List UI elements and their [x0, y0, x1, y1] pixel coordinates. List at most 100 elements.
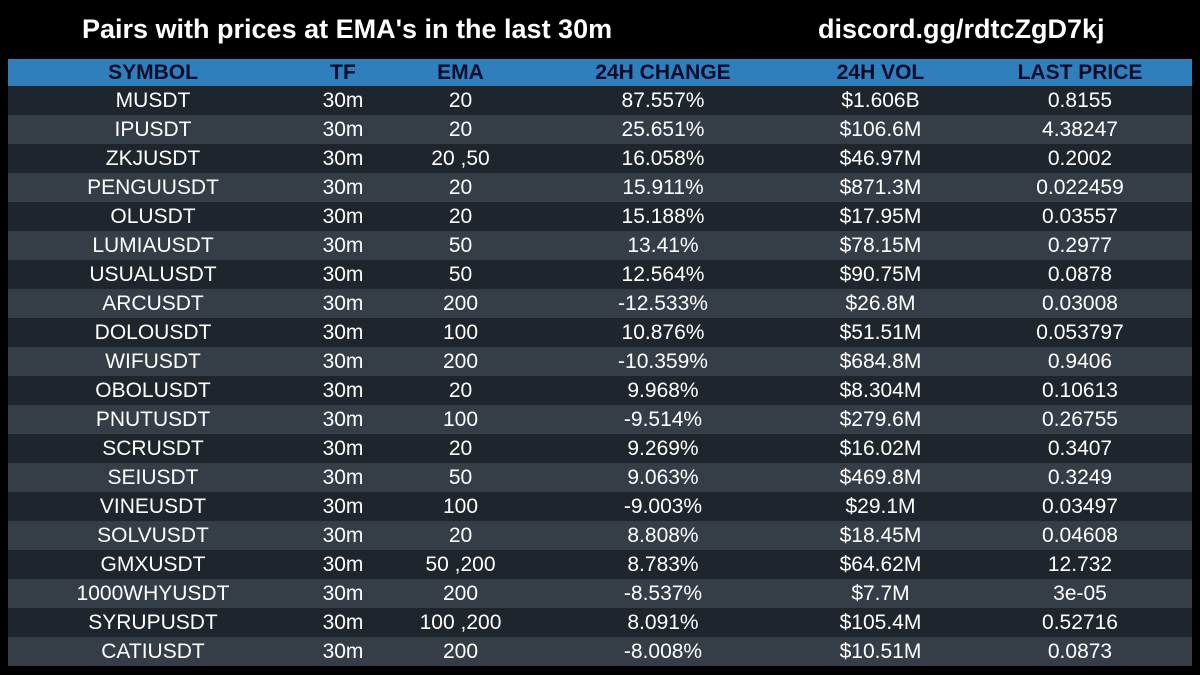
symbol-cell: CATIUSDT	[101, 639, 205, 663]
header-bar: Pairs with prices at EMA's in the last 3…	[0, 0, 1200, 58]
table-row[interactable]: IPUSDT 30m 20 25.651% $106.6M 4.38247	[8, 115, 1192, 144]
volume-cell: $17.95M	[839, 204, 922, 228]
volume-cell: $279.6M	[839, 407, 922, 431]
change-cell: 8.783%	[627, 552, 699, 576]
ema-cell: 200	[442, 639, 479, 663]
ema-cell: 20	[448, 204, 473, 228]
price-cell: 0.2002	[1047, 146, 1113, 170]
tf-cell: 30m	[322, 88, 364, 112]
table-row[interactable]: SYRUPUSDT 30m 100 ,200 8.091% $105.4M 0.52716	[8, 608, 1192, 637]
ema-cell: 50	[448, 233, 473, 257]
price-cell: 12.732	[1047, 552, 1113, 576]
price-cell: 0.03008	[1042, 291, 1118, 315]
column-header-tf[interactable]: TF	[330, 60, 356, 84]
change-cell: 87.557%	[621, 88, 705, 112]
price-cell: 0.0878	[1047, 262, 1113, 286]
price-cell: 0.52716	[1042, 610, 1118, 634]
tf-cell: 30m	[322, 523, 364, 547]
price-cell: 0.9406	[1047, 349, 1113, 373]
column-header-ema[interactable]: EMA	[437, 60, 484, 84]
price-cell: 0.03497	[1042, 494, 1118, 518]
ema-cell: 100	[442, 320, 479, 344]
table-row[interactable]: 1000WHYUSDT 30m 200 -8.537% $7.7M 3e-05	[8, 579, 1192, 608]
table-row[interactable]: SCRUSDT 30m 20 9.269% $16.02M 0.3407	[8, 434, 1192, 463]
change-cell: -10.359%	[618, 349, 708, 373]
tf-cell: 30m	[322, 349, 364, 373]
table-row[interactable]: ZKJUSDT 30m 20 ,50 16.058% $46.97M 0.2002	[8, 144, 1192, 173]
page-title: Pairs with prices at EMA's in the last 3…	[82, 14, 613, 44]
column-header-24h-change[interactable]: 24H CHANGE	[595, 60, 731, 84]
ema-cell: 200	[442, 349, 479, 373]
table-row[interactable]: GMXUSDT 30m 50 ,200 8.783% $64.62M 12.732	[8, 550, 1192, 579]
symbol-cell: SOLVUSDT	[97, 523, 209, 547]
ema-cell: 100	[442, 407, 479, 431]
symbol-cell: ZKJUSDT	[105, 146, 201, 170]
ema-cell: 200	[442, 581, 479, 605]
table-header-row: SYMBOL TF EMA 24H CHANGE 24H VOL LAST PR…	[8, 59, 1192, 86]
column-header-24h-vol[interactable]: 24H VOL	[836, 60, 925, 84]
discord-link[interactable]: discord.gg/rdtcZgD7kj	[818, 14, 1105, 44]
table-row[interactable]: SEIUSDT 30m 50 9.063% $469.8M 0.3249	[8, 463, 1192, 492]
ema-cell: 20	[448, 523, 473, 547]
volume-cell: $18.45M	[839, 523, 922, 547]
table-row[interactable]: MUSDT 30m 20 87.557% $1.606B 0.8155	[8, 86, 1192, 115]
tf-cell: 30m	[322, 552, 364, 576]
change-cell: 8.091%	[627, 610, 699, 634]
table-row[interactable]: SOLVUSDT 30m 20 8.808% $18.45M 0.04608	[8, 521, 1192, 550]
volume-cell: $105.4M	[839, 610, 922, 634]
symbol-cell: OLUSDT	[110, 204, 196, 228]
table-row[interactable]: LUMIAUSDT 30m 50 13.41% $78.15M 0.2977	[8, 231, 1192, 260]
tf-cell: 30m	[322, 407, 364, 431]
ema-cell: 20	[448, 88, 473, 112]
volume-cell: $871.3M	[839, 175, 922, 199]
symbol-cell: DOLOUSDT	[94, 320, 212, 344]
ema-cell: 50	[448, 262, 473, 286]
change-cell: 15.188%	[621, 204, 705, 228]
table-row[interactable]: ARCUSDT 30m 200 -12.533% $26.8M 0.03008	[8, 289, 1192, 318]
symbol-cell: SCRUSDT	[102, 436, 204, 460]
volume-cell: $106.6M	[839, 117, 922, 141]
volume-cell: $51.51M	[839, 320, 922, 344]
tf-cell: 30m	[322, 233, 364, 257]
volume-cell: $64.62M	[839, 552, 922, 576]
price-cell: 0.053797	[1036, 320, 1124, 344]
column-header-last-price[interactable]: LAST PRICE	[1017, 60, 1143, 84]
price-cell: 0.10613	[1042, 378, 1118, 402]
change-cell: -8.008%	[623, 639, 703, 663]
table-row[interactable]: OBOLUSDT 30m 20 9.968% $8.304M 0.10613	[8, 376, 1192, 405]
volume-cell: $684.8M	[839, 349, 922, 373]
table-row[interactable]: VINEUSDT 30m 100 -9.003% $29.1M 0.03497	[8, 492, 1192, 521]
tf-cell: 30m	[322, 204, 364, 228]
table-row[interactable]: OLUSDT 30m 20 15.188% $17.95M 0.03557	[8, 202, 1192, 231]
tf-cell: 30m	[322, 291, 364, 315]
table-row[interactable]: USUALUSDT 30m 50 12.564% $90.75M 0.0878	[8, 260, 1192, 289]
symbol-cell: LUMIAUSDT	[92, 233, 214, 257]
tf-cell: 30m	[322, 262, 364, 286]
symbol-cell: WIFUSDT	[105, 349, 201, 373]
price-cell: 0.8155	[1047, 88, 1113, 112]
ema-cell: 100	[442, 494, 479, 518]
symbol-cell: PENGUUSDT	[87, 175, 219, 199]
change-cell: -12.533%	[618, 291, 708, 315]
change-cell: 16.058%	[621, 146, 705, 170]
price-cell: 3e-05	[1053, 581, 1107, 605]
tf-cell: 30m	[322, 465, 364, 489]
tf-cell: 30m	[322, 320, 364, 344]
table-row[interactable]: PNUTUSDT 30m 100 -9.514% $279.6M 0.26755	[8, 405, 1192, 434]
table-row[interactable]: DOLOUSDT 30m 100 10.876% $51.51M 0.053797	[8, 318, 1192, 347]
price-cell: 0.3407	[1047, 436, 1113, 460]
change-cell: 9.269%	[627, 436, 699, 460]
symbol-cell: IPUSDT	[114, 117, 192, 141]
ema-cell: 20	[448, 436, 473, 460]
column-header-symbol[interactable]: SYMBOL	[108, 60, 198, 84]
symbol-cell: GMXUSDT	[100, 552, 206, 576]
table-row[interactable]: CATIUSDT 30m 200 -8.008% $10.51M 0.0873	[8, 637, 1192, 666]
table-row[interactable]: PENGUUSDT 30m 20 15.911% $871.3M 0.022459	[8, 173, 1192, 202]
ema-cell: 20 ,50	[431, 146, 490, 170]
change-cell: 13.41%	[627, 233, 699, 257]
price-cell: 0.04608	[1042, 523, 1118, 547]
price-cell: 4.38247	[1042, 117, 1118, 141]
price-cell: 0.022459	[1036, 175, 1124, 199]
change-cell: 15.911%	[622, 175, 704, 199]
table-row[interactable]: WIFUSDT 30m 200 -10.359% $684.8M 0.9406	[8, 347, 1192, 376]
